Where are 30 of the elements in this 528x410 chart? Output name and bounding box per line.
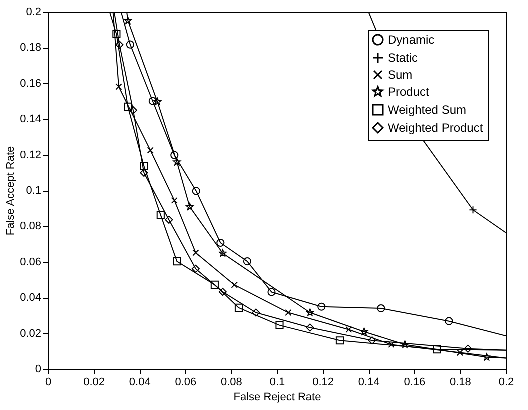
- legend-label: Sum: [388, 68, 413, 82]
- y-tick-label: 0.06: [20, 256, 42, 268]
- legend-label: Product: [388, 85, 430, 99]
- x-tick-label: 0.06: [175, 376, 197, 388]
- x-tick-label: 0.2: [498, 376, 514, 388]
- legend-label: Weighted Sum: [388, 103, 466, 117]
- y-tick-label: 0.14: [20, 114, 42, 126]
- x-tick-label: 0.1: [270, 376, 286, 388]
- y-axis-title: False Accept Rate: [5, 146, 18, 236]
- legend-label: Weighted Product: [388, 121, 484, 135]
- x-tick-label: 0.16: [404, 376, 426, 388]
- y-tick-label: 0: [35, 364, 42, 376]
- y-tick-label: 0.16: [20, 78, 42, 90]
- x-tick-label: 0.02: [84, 376, 106, 388]
- y-tick-label: 0.2: [26, 6, 42, 18]
- x-tick-label: 0.18: [450, 376, 472, 388]
- x-tick-label: 0.08: [220, 376, 242, 388]
- y-tick-label: 0.04: [20, 292, 42, 304]
- y-tick-label: 0.02: [20, 328, 42, 340]
- x-tick-label: 0.14: [358, 376, 380, 388]
- y-tick-label: 0.12: [20, 149, 42, 162]
- x-tick-label: 0: [45, 376, 52, 388]
- x-tick-label: 0.04: [129, 376, 151, 388]
- y-tick-label: 0.18: [20, 42, 42, 54]
- x-axis-title: False Reject Rate: [234, 392, 322, 404]
- legend-label: Dynamic: [388, 33, 435, 47]
- y-tick-label: 0.08: [20, 220, 42, 233]
- x-tick-label: 0.12: [312, 376, 334, 388]
- legend-label: Static: [388, 51, 418, 65]
- y-tick-label: 0.1: [26, 185, 42, 197]
